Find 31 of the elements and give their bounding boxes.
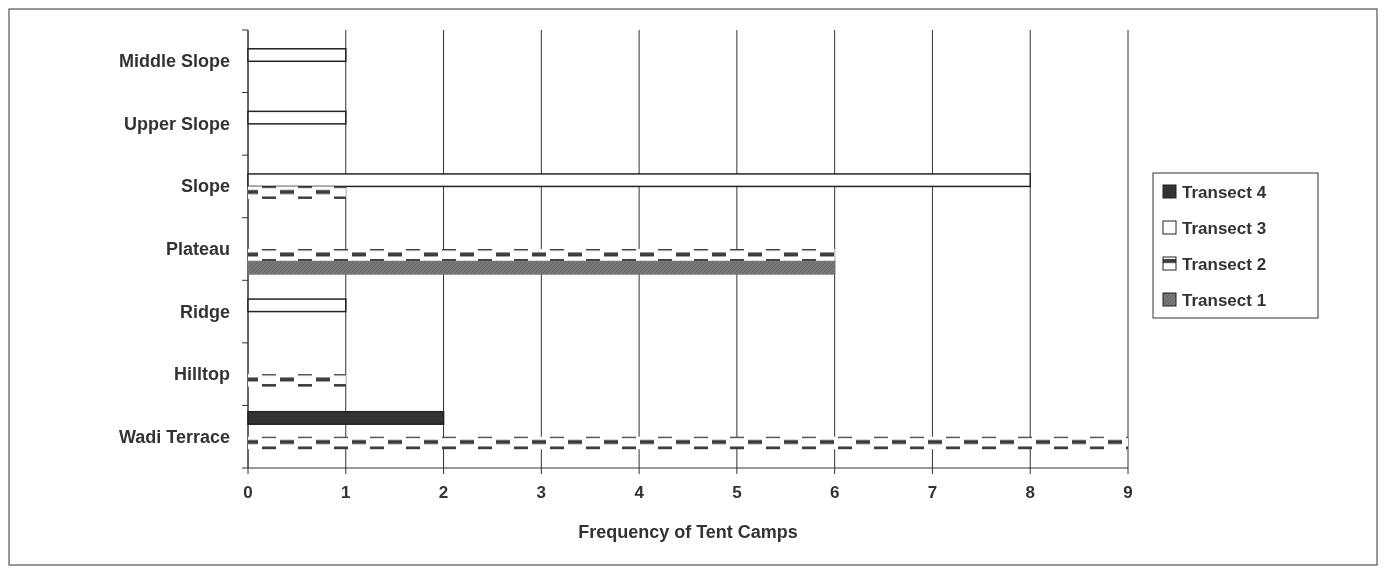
legend-label: Transect 4 [1182, 183, 1267, 202]
x-tick-label: 5 [732, 483, 742, 502]
bar [247, 48, 347, 63]
bar [248, 436, 1128, 450]
y-tick-label: Ridge [179, 301, 230, 322]
bar [248, 374, 346, 387]
x-axis-title: Frequency of Tent Camps [578, 522, 798, 542]
bar [247, 298, 347, 313]
y-tick-label: Hilltop [174, 364, 230, 385]
x-tick-label: 1 [341, 483, 351, 502]
y-tick-label: Slope [180, 176, 230, 197]
x-tick-label: 2 [438, 483, 449, 502]
y-tick-label: Middle Slope [118, 51, 230, 72]
y-tick-label: Upper Slope [123, 113, 230, 134]
y-tick-label: Wadi Terrace [118, 426, 230, 447]
legend-label: Transect 1 [1182, 291, 1267, 310]
y-tick-label: Plateau [165, 239, 230, 259]
x-tick-label: 4 [634, 483, 645, 502]
bar [248, 186, 346, 199]
x-tick-label: 9 [1123, 483, 1133, 502]
x-tick-label: 6 [829, 483, 840, 502]
bar [247, 110, 347, 125]
x-tick-label: 8 [1025, 483, 1035, 502]
x-tick-label: 3 [536, 483, 547, 502]
x-tick-label: 7 [927, 483, 938, 502]
bar [247, 173, 1031, 188]
legend-label: Transect 2 [1182, 255, 1267, 274]
x-tick-label: 0 [243, 483, 253, 502]
bar [247, 260, 836, 275]
legend-label: Transect 3 [1182, 219, 1267, 238]
bar [248, 249, 835, 262]
